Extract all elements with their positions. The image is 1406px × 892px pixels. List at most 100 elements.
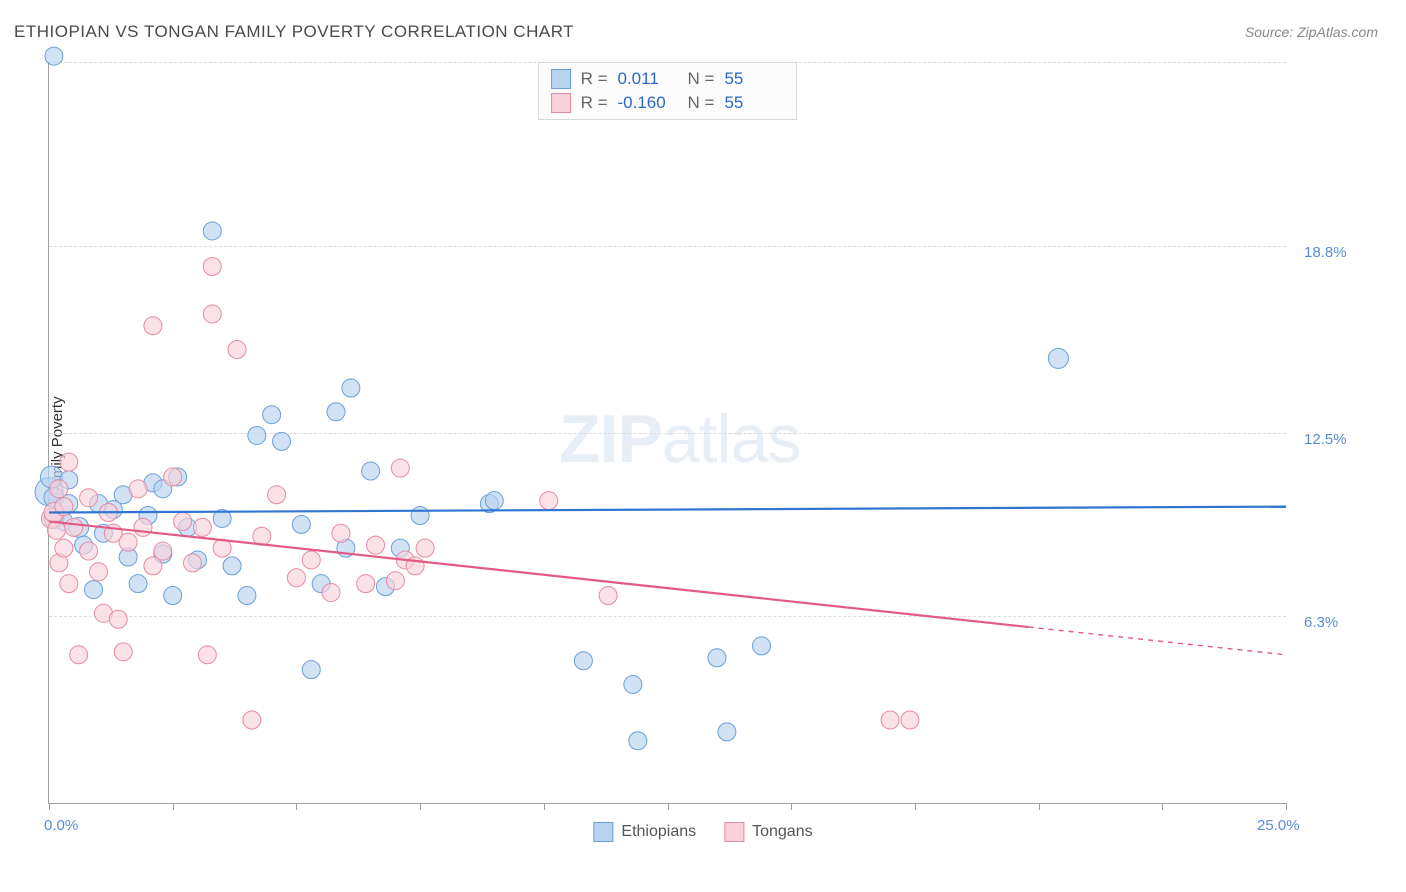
- source-label: Source: ZipAtlas.com: [1245, 24, 1378, 40]
- plot-area: ZIPatlas R =0.011N =55R =-0.160N =55 6.3…: [48, 62, 1286, 804]
- legend-swatch: [551, 93, 571, 113]
- scatter-point: [89, 563, 107, 581]
- scatter-point: [574, 652, 592, 670]
- r-label: R =: [581, 93, 608, 113]
- scatter-point: [164, 468, 182, 486]
- series-legend-item: Ethiopians: [593, 822, 696, 842]
- series-legend-label: Ethiopians: [621, 823, 696, 841]
- chart-title: ETHIOPIAN VS TONGAN FAMILY POVERTY CORRE…: [14, 22, 574, 42]
- legend-swatch: [593, 822, 613, 842]
- x-tick-label: 25.0%: [1257, 817, 1300, 834]
- scatter-point: [708, 649, 726, 667]
- r-value: 0.011: [618, 69, 678, 89]
- correlation-legend-row: R = 0.011 N = 55: [551, 67, 785, 91]
- series-legend-label: Tongans: [752, 823, 813, 841]
- y-tick-label: 12.5%: [1304, 431, 1347, 448]
- scatter-point: [129, 480, 147, 498]
- y-tick-label: 6.3%: [1304, 614, 1338, 631]
- r-value: -0.160: [618, 93, 678, 113]
- scatter-point: [223, 557, 241, 575]
- x-tick: [544, 803, 545, 810]
- scatter-point: [203, 222, 221, 240]
- legend-swatch: [551, 69, 571, 89]
- scatter-point: [327, 403, 345, 421]
- scatter-point: [263, 406, 281, 424]
- scatter-point: [599, 587, 617, 605]
- scatter-point: [292, 515, 310, 533]
- scatter-point: [47, 521, 65, 539]
- scatter-point: [45, 47, 63, 65]
- x-tick: [668, 803, 669, 810]
- series-legend: Ethiopians Tongans: [593, 822, 812, 842]
- legend-swatch: [724, 822, 744, 842]
- trend-line-dashed: [1029, 627, 1286, 655]
- scatter-point: [198, 646, 216, 664]
- scatter-point: [60, 453, 78, 471]
- scatter-point: [80, 542, 98, 560]
- scatter-point: [144, 317, 162, 335]
- scatter-point: [287, 569, 305, 587]
- scatter-point: [183, 554, 201, 572]
- trend-line: [49, 521, 1029, 627]
- scatter-point: [342, 379, 360, 397]
- scatter-point: [411, 506, 429, 524]
- scatter-point: [65, 518, 83, 536]
- scatter-point: [238, 587, 256, 605]
- scatter-point: [322, 584, 340, 602]
- scatter-point: [391, 459, 409, 477]
- trend-line: [49, 507, 1286, 513]
- n-label: N =: [688, 93, 715, 113]
- scatter-point: [302, 551, 320, 569]
- scatter-point: [243, 711, 261, 729]
- scatter-point: [109, 610, 127, 628]
- scatter-point: [114, 643, 132, 661]
- plot-svg: [49, 62, 1286, 803]
- scatter-point: [164, 587, 182, 605]
- scatter-point: [248, 426, 266, 444]
- x-tick: [791, 803, 792, 810]
- scatter-point: [624, 675, 642, 693]
- scatter-point: [332, 524, 350, 542]
- correlation-legend: R = 0.011 N = 55 R = -0.160 N = 55: [538, 62, 798, 120]
- x-tick: [296, 803, 297, 810]
- scatter-point: [119, 533, 137, 551]
- scatter-point: [228, 341, 246, 359]
- x-tick: [173, 803, 174, 810]
- scatter-point: [203, 258, 221, 276]
- scatter-point: [273, 432, 291, 450]
- scatter-point: [362, 462, 380, 480]
- y-tick-label: 18.8%: [1304, 244, 1347, 261]
- scatter-point: [134, 518, 152, 536]
- correlation-legend-row: R = -0.160 N = 55: [551, 91, 785, 115]
- scatter-point: [540, 492, 558, 510]
- scatter-point: [357, 575, 375, 593]
- scatter-point: [629, 732, 647, 750]
- scatter-point: [174, 512, 192, 530]
- scatter-point: [718, 723, 736, 741]
- n-value: 55: [724, 69, 784, 89]
- x-tick: [1286, 803, 1287, 810]
- n-value: 55: [724, 93, 784, 113]
- scatter-point: [268, 486, 286, 504]
- r-label: R =: [581, 69, 608, 89]
- scatter-point: [881, 711, 899, 729]
- x-tick: [1039, 803, 1040, 810]
- x-tick: [915, 803, 916, 810]
- scatter-point: [416, 539, 434, 557]
- scatter-point: [203, 305, 221, 323]
- chart-container: ETHIOPIAN VS TONGAN FAMILY POVERTY CORRE…: [0, 0, 1406, 892]
- n-label: N =: [688, 69, 715, 89]
- scatter-point: [193, 518, 211, 536]
- scatter-point: [1048, 348, 1068, 368]
- scatter-point: [753, 637, 771, 655]
- scatter-point: [50, 480, 68, 498]
- scatter-point: [129, 575, 147, 593]
- series-legend-item: Tongans: [724, 822, 813, 842]
- scatter-point: [386, 572, 404, 590]
- scatter-point: [70, 646, 88, 664]
- x-tick: [420, 803, 421, 810]
- scatter-point: [253, 527, 271, 545]
- scatter-point: [154, 542, 172, 560]
- scatter-point: [367, 536, 385, 554]
- scatter-point: [80, 489, 98, 507]
